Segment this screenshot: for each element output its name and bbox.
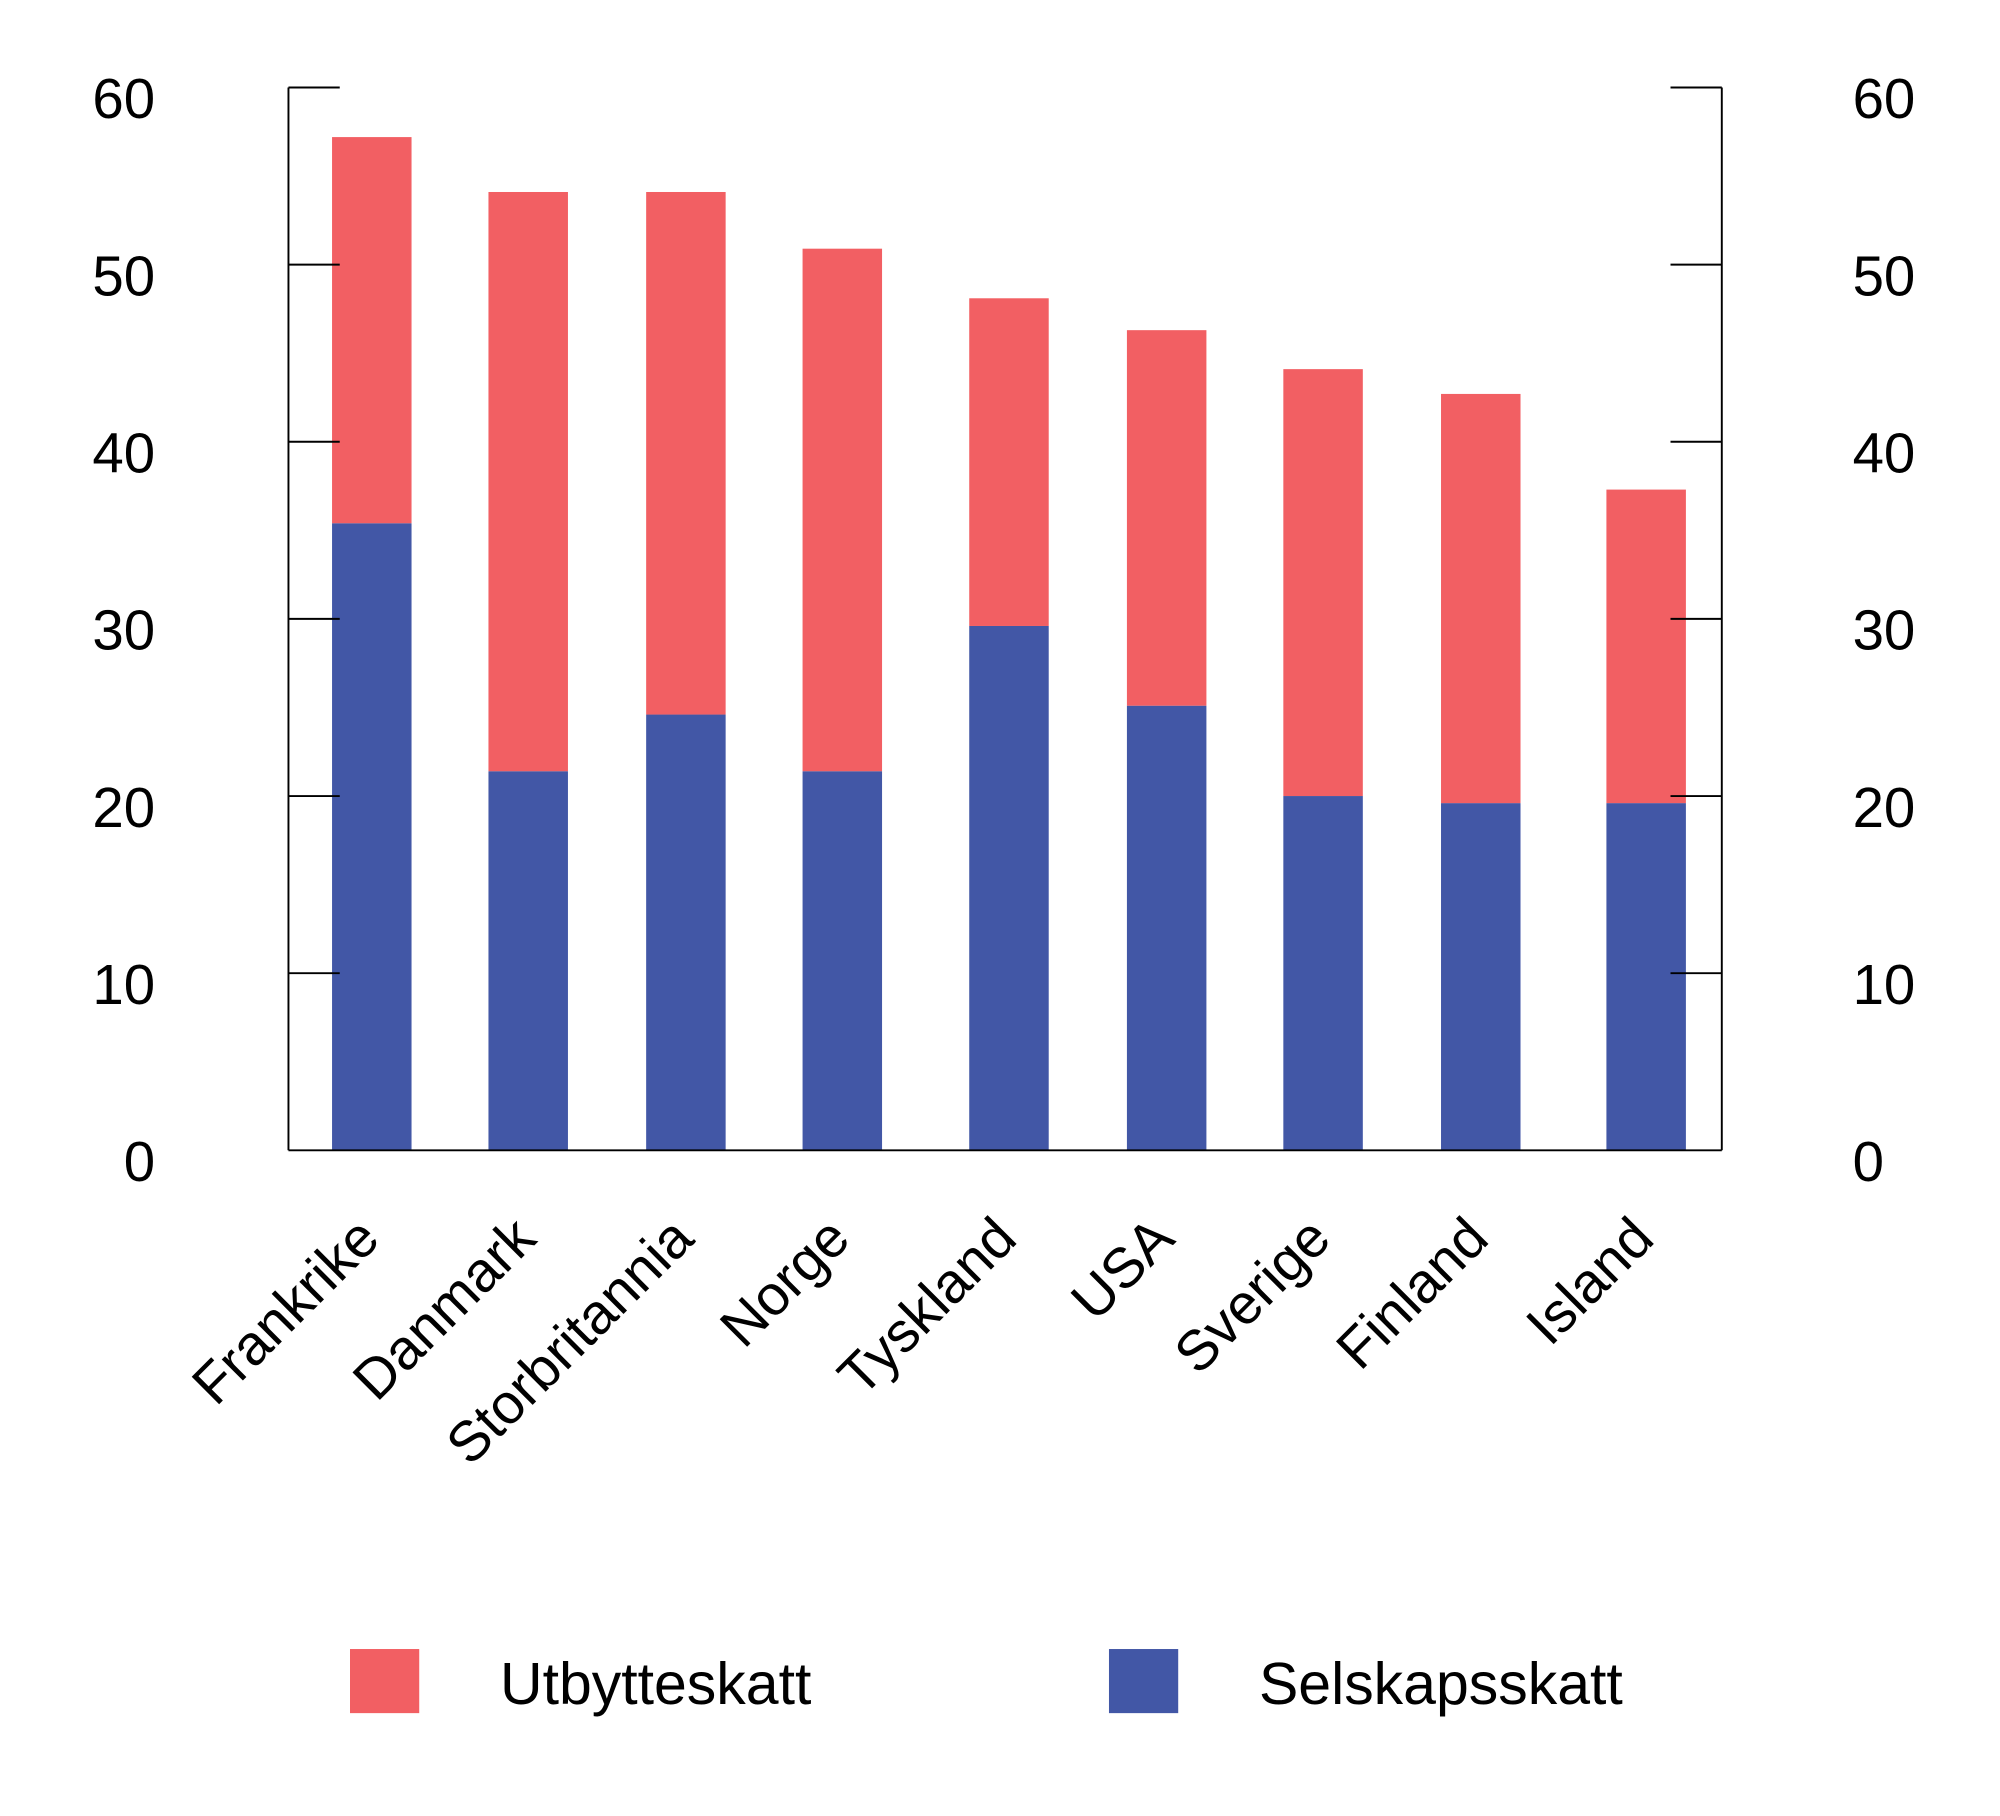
bar-selskapsskatt-finland [1441,803,1521,1151]
legend-label-selskapsskatt: Selskapsskatt [1259,1652,1623,1717]
category-label: Norge [708,1205,861,1358]
legend-swatch-utbytteskatt [350,1649,420,1714]
bar-selskapsskatt-storbritannia [646,714,726,1151]
left-tick-label: 20 [92,776,155,839]
right-tick-label: 60 [1853,67,1916,130]
legend-swatch-selskapsskatt [1108,1649,1179,1714]
right-tick-label: 10 [1853,953,1916,1016]
bar-selskapsskatt-tyskland [969,625,1049,1151]
bar-selskapsskatt-usa [1126,705,1207,1151]
right-tick-label: 20 [1853,776,1916,839]
bar-utbytteskatt-island [1606,489,1686,804]
bar-selskapsskatt-danmark [488,771,568,1151]
right-tick-label: 50 [1853,244,1916,307]
left-tick-label: 10 [92,953,155,1016]
bar-utbytteskatt-tyskland [969,298,1049,626]
bar-selskapsskatt-sverige [1283,796,1363,1151]
right-tick-label: 0 [1853,1130,1884,1193]
bar-utbytteskatt-sverige [1283,369,1363,797]
axes: 0 0 10 10 20 20 30 30 40 40 50 50 60 60 [92,67,1915,1193]
category-label: Island [1514,1205,1665,1356]
legend: Utbytteskatt Selskapsskatt [350,1649,1623,1717]
bars [332,137,1686,1151]
bar-selskapsskatt-frankrike [332,523,412,1151]
category-label: Finland [1324,1205,1499,1380]
category-label: USA [1059,1205,1186,1332]
bar-utbytteskatt-danmark [488,191,568,772]
category-label: Sverige [1162,1205,1342,1385]
bar-utbytteskatt-storbritannia [646,191,726,715]
bar-utbytteskatt-finland [1441,393,1521,804]
bar-selskapsskatt-norge [802,771,883,1151]
right-tick-label: 40 [1853,422,1916,485]
left-tick-label: 30 [92,599,155,662]
bar-utbytteskatt-usa [1126,330,1207,706]
bar-utbytteskatt-norge [802,248,883,772]
category-label: Tyskland [826,1205,1028,1407]
bar-utbytteskatt-frankrike [332,137,412,524]
left-tick-label: 50 [92,244,155,307]
bar-selskapsskatt-island [1606,803,1686,1151]
legend-label-utbytteskatt: Utbytteskatt [500,1652,811,1717]
left-tick-label: 60 [92,67,155,130]
left-tick-label: 0 [124,1130,155,1193]
right-tick-label: 30 [1853,599,1916,662]
left-tick-label: 40 [92,422,155,485]
